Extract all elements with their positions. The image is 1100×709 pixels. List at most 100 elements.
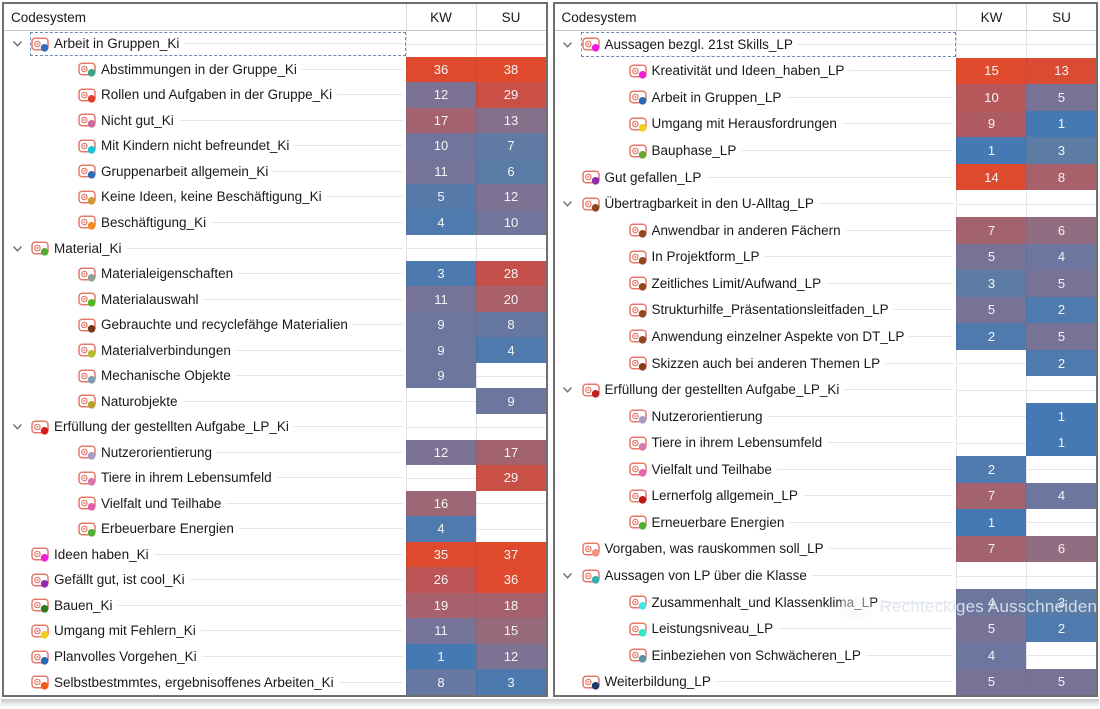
tree-row[interactable]: Erbeuerbare Energien 4: [4, 516, 546, 542]
code-item[interactable]: Einbeziehen von Schwächeren_LP: [628, 643, 957, 668]
matrix-cell-kw[interactable]: 5: [405, 184, 476, 210]
code-item[interactable]: Anwendbar in anderen Fächern: [628, 218, 957, 243]
tree-row[interactable]: Erfüllung der gestellten Aufgabe_LP_Ki: [555, 376, 1096, 403]
code-item[interactable]: Aussagen von LP über die Klasse: [581, 563, 957, 588]
code-item[interactable]: Skizzen auch bei anderen Themen LP: [628, 351, 957, 376]
matrix-cell-su[interactable]: 28: [475, 260, 546, 287]
code-item[interactable]: Material_Ki: [30, 236, 406, 260]
tree-row[interactable]: Skizzen auch bei anderen Themen LP 2: [555, 349, 1096, 377]
code-item[interactable]: Rollen und Aufgaben in der Gruppe_Ki: [77, 83, 406, 107]
tree-row[interactable]: Zeitliches Limit/Aufwand_LP 3 5: [555, 270, 1096, 297]
column-header-codesystem[interactable]: Codesystem: [561, 9, 637, 25]
matrix-cell-su[interactable]: 4: [1026, 482, 1096, 510]
matrix-cell-kw[interactable]: 7: [956, 482, 1026, 510]
code-item[interactable]: Gebrauchte und recyclefähge Materialien: [77, 313, 406, 337]
matrix-cell-kw[interactable]: 5: [956, 615, 1026, 642]
matrix-cell-kw[interactable]: 12: [405, 82, 476, 108]
matrix-cell-su[interactable]: 13: [1026, 57, 1096, 85]
matrix-cell-su[interactable]: 1: [1026, 429, 1096, 456]
matrix-cell-kw[interactable]: 1: [405, 643, 476, 670]
matrix-cell-kw[interactable]: 9: [405, 337, 476, 363]
code-item[interactable]: Erfüllung der gestellten Aufgabe_LP_Ki: [581, 377, 957, 402]
code-item[interactable]: Vielfalt und Teilhabe: [77, 492, 406, 516]
tree-row[interactable]: Gruppenarbeit allgemein_Ki 11 6: [4, 158, 546, 185]
matrix-cell-su[interactable]: 1: [1026, 402, 1096, 430]
matrix-cell-kw[interactable]: 10: [956, 84, 1026, 111]
tree-row[interactable]: Mechanische Objekte 9: [4, 362, 546, 389]
matrix-cell-kw[interactable]: 12: [405, 439, 476, 466]
code-item[interactable]: Materialeigenschaften: [77, 262, 406, 286]
code-item[interactable]: Zusammenhalt_und Klassenklima_LP: [628, 590, 957, 615]
tree-row[interactable]: Gut gefallen_LP 14 8: [555, 163, 1096, 191]
tree-row[interactable]: Erfüllung der gestellten Aufgabe_LP_Ki: [4, 413, 546, 440]
matrix-cell-kw[interactable]: 26: [405, 567, 476, 593]
tree-row[interactable]: Vorgaben, was rauskommen soll_LP 7 6: [555, 535, 1096, 563]
matrix-cell-kw[interactable]: 10: [405, 133, 476, 159]
matrix-cell-kw[interactable]: 7: [956, 535, 1026, 563]
code-item[interactable]: Nutzerorientierung: [77, 441, 406, 465]
matrix-cell-kw[interactable]: 11: [405, 618, 476, 644]
code-item[interactable]: Lernerfolg allgemein_LP: [628, 484, 957, 509]
matrix-cell-su[interactable]: 37: [475, 541, 546, 568]
code-item[interactable]: Umgang mit Herausfordrungen: [628, 112, 957, 137]
matrix-cell-kw[interactable]: 15: [956, 57, 1026, 85]
column-header-kw[interactable]: KW: [405, 4, 476, 30]
tree-row[interactable]: Aussagen bezgl. 21st Skills_LP: [555, 31, 1096, 58]
tree-row[interactable]: Abstimmungen in der Gruppe_Ki 36 38: [4, 56, 546, 83]
code-item[interactable]: Gruppenarbeit allgemein_Ki: [77, 160, 406, 184]
matrix-cell-kw[interactable]: 7: [956, 216, 1026, 244]
matrix-cell-su[interactable]: 5: [1026, 84, 1096, 111]
matrix-cell-kw[interactable]: 5: [956, 668, 1026, 696]
code-item[interactable]: Tiere in ihrem Lebensumfeld: [628, 430, 957, 455]
matrix-cell-su[interactable]: 12: [475, 184, 546, 210]
code-item[interactable]: Mechanische Objekte: [77, 364, 406, 388]
matrix-cell-su[interactable]: 3: [475, 669, 546, 695]
matrix-cell-kw[interactable]: 4: [405, 516, 476, 542]
column-header-kw[interactable]: KW: [956, 4, 1026, 30]
code-item[interactable]: Tiere in ihrem Lebensumfeld: [77, 466, 406, 490]
matrix-cell-kw[interactable]: 2: [956, 456, 1026, 483]
tree-row[interactable]: Bauen_Ki 19 18: [4, 592, 546, 619]
code-item[interactable]: Strukturhilfe_Präsentationsleitfaden_LP: [628, 298, 957, 323]
matrix-cell-kw[interactable]: 3: [956, 270, 1026, 297]
code-item[interactable]: Nutzerorientierung: [628, 404, 957, 429]
matrix-cell-kw[interactable]: 4: [956, 588, 1026, 616]
matrix-cell-su[interactable]: 12: [475, 643, 546, 670]
code-item[interactable]: Planvolles Vorgehen_Ki: [30, 645, 406, 669]
code-item[interactable]: Arbeit in Gruppen_Ki: [30, 32, 406, 56]
code-item[interactable]: Ideen haben_Ki: [30, 543, 406, 567]
tree-row[interactable]: Weiterbildung_LP 5 5: [555, 668, 1096, 696]
matrix-cell-su[interactable]: 2: [1026, 615, 1096, 642]
code-item[interactable]: Mit Kindern nicht befreundet_Ki: [77, 134, 406, 158]
matrix-cell-kw[interactable]: 19: [405, 592, 476, 619]
matrix-cell-su[interactable]: 10: [475, 209, 546, 236]
tree-row[interactable]: Zusammenhalt_und Klassenklima_LP 4 3: [555, 588, 1096, 616]
code-item[interactable]: Keine Ideen, keine Beschäftigung_Ki: [77, 185, 406, 209]
code-item[interactable]: In Projektform_LP: [628, 245, 957, 270]
matrix-cell-su[interactable]: 5: [1026, 323, 1096, 350]
matrix-cell-su[interactable]: 1: [1026, 110, 1096, 138]
matrix-cell-su[interactable]: 20: [475, 286, 546, 312]
tree-row[interactable]: Selbstbestmmtes, ergebnisoffenes Arbeite…: [4, 669, 546, 695]
matrix-cell-su[interactable]: 4: [475, 337, 546, 363]
tree-row[interactable]: Tiere in ihrem Lebensumfeld 1: [555, 429, 1096, 456]
matrix-cell-kw[interactable]: 11: [405, 158, 476, 185]
matrix-cell-kw[interactable]: 2: [956, 323, 1026, 350]
matrix-cell-su[interactable]: 3: [1026, 137, 1096, 164]
code-item[interactable]: Erfüllung der gestellten Aufgabe_LP_Ki: [30, 415, 406, 439]
matrix-cell-su[interactable]: 18: [475, 592, 546, 619]
matrix-cell-su[interactable]: 6: [475, 158, 546, 185]
code-item[interactable]: Bauphase_LP: [628, 138, 957, 163]
matrix-cell-kw[interactable]: 9: [956, 110, 1026, 138]
chevron-down-icon[interactable]: [4, 37, 30, 50]
column-header-su[interactable]: SU: [475, 4, 546, 30]
tree-row[interactable]: Gebrauchte und recyclefähge Materialien …: [4, 311, 546, 338]
code-item[interactable]: Abstimmungen in der Gruppe_Ki: [77, 58, 406, 82]
chevron-down-icon[interactable]: [4, 420, 30, 433]
matrix-cell-su[interactable]: 7: [475, 133, 546, 159]
matrix-cell-su[interactable]: 15: [475, 618, 546, 644]
tree-row[interactable]: Vielfalt und Teilhabe 2: [555, 456, 1096, 483]
tree-row[interactable]: Umgang mit Herausfordrungen 9 1: [555, 110, 1096, 138]
code-item[interactable]: Anwendung einzelner Aspekte von DT_LP: [628, 324, 957, 349]
tree-row[interactable]: Arbeit in Gruppen_LP 10 5: [555, 84, 1096, 111]
